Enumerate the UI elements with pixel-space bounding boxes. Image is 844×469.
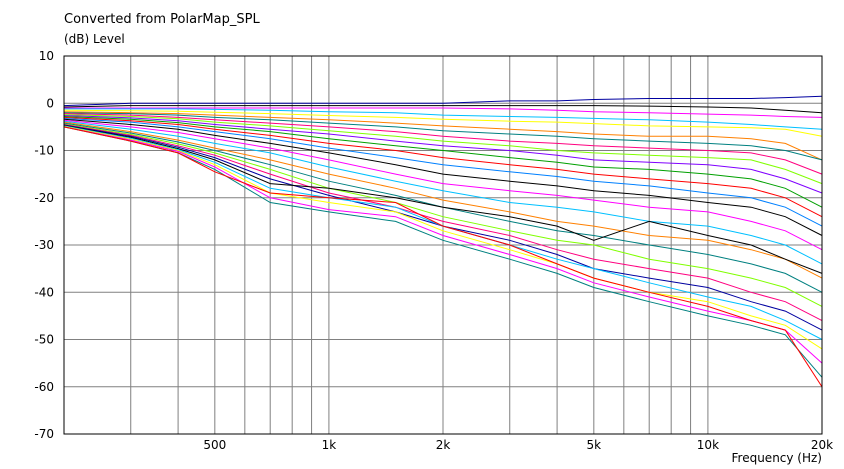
series-line-21: [63, 124, 823, 331]
x-tick-label: 10k: [697, 438, 719, 452]
series-line-22: [63, 125, 823, 274]
series-line-16: [63, 120, 823, 265]
y-axis-label: (dB) Level: [64, 32, 125, 46]
series-line-1: [63, 95, 823, 107]
series-line-14: [63, 118, 823, 236]
series-line-3: [64, 107, 823, 118]
x-tick-label: 1k: [322, 438, 337, 452]
x-tick-label: 5k: [587, 438, 602, 452]
y-tick-label: -30: [34, 238, 54, 252]
y-tick-label: -20: [34, 191, 54, 205]
x-tick-label: 20k: [811, 438, 833, 452]
series-line-12: [63, 116, 823, 218]
series-line-2: [63, 105, 823, 114]
series-line-17: [63, 121, 823, 279]
y-tick-label: -70: [34, 427, 54, 441]
series-line-11: [63, 116, 823, 208]
x-axis-label: Frequency (Hz): [731, 451, 823, 465]
series-line-4: [64, 108, 823, 130]
plot-frame: [63, 55, 823, 435]
y-tick-label: -60: [34, 380, 54, 394]
series-line-25: [63, 126, 823, 364]
y-tick-label: -50: [34, 333, 54, 347]
series-line-10: [63, 115, 823, 194]
series-line-20: [63, 124, 823, 322]
series-line-15: [63, 119, 823, 251]
y-tick-label: 0: [46, 96, 54, 110]
series-line-18: [63, 122, 823, 293]
series-line-26: [63, 126, 823, 378]
series-line-6: [63, 111, 823, 161]
series-line-5: [63, 109, 823, 137]
series-line-7: [63, 112, 823, 161]
series-line-8: [63, 113, 823, 175]
series-line-19: [63, 123, 823, 307]
series-line-24: [63, 125, 823, 350]
series-line-9: [63, 114, 823, 185]
chart-title: Converted from PolarMap_SPL: [64, 12, 260, 27]
y-tick-label: -40: [34, 285, 54, 299]
series-line-27: [63, 126, 823, 388]
y-tick-label: -10: [34, 144, 54, 158]
x-tick-label: 2k: [436, 438, 451, 452]
y-tick-label: 10: [39, 49, 54, 63]
x-tick-label: 500: [203, 438, 226, 452]
series-line-13: [63, 117, 823, 227]
